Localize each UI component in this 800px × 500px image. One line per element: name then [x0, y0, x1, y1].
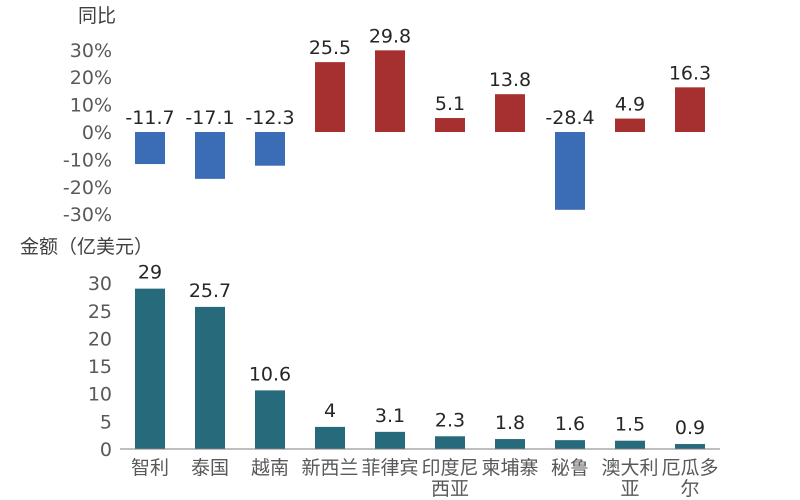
yoy-bar	[435, 118, 465, 132]
yoy-bar	[255, 132, 285, 166]
category-label-line: 新西兰	[301, 457, 358, 479]
amount-y-tick-label: 5	[100, 411, 112, 433]
yoy-data-label: 25.5	[309, 37, 351, 59]
amount-data-label: 1.5	[615, 414, 645, 436]
amount-y-tick-label: 10	[88, 384, 112, 406]
amount-bar	[675, 444, 705, 449]
yoy-bar	[495, 94, 525, 132]
amount-data-labels: 29 25.7 10.6 4 3.1 2.3 1.8 1.6 1.5 0.9	[138, 262, 705, 439]
category-label-line: 智利	[131, 457, 169, 479]
amount-category-label: 泰国	[191, 457, 229, 479]
yoy-data-label: -12.3	[245, 107, 294, 129]
category-label-line: 厄瓜多	[661, 457, 718, 479]
yoy-data-label: -11.7	[125, 107, 174, 129]
yoy-bar	[555, 132, 585, 210]
yoy-bar	[315, 62, 345, 132]
amount-data-label: 25.7	[189, 280, 231, 302]
amount-category-label: 菲律宾	[361, 457, 418, 479]
yoy-y-tick-label: -20%	[63, 177, 112, 199]
amount-data-label: 3.1	[375, 405, 405, 427]
amount-y-tick-label: 0	[100, 439, 112, 461]
yoy-data-label: -28.4	[545, 107, 594, 129]
amount-category-label: 秘鲁	[551, 457, 589, 479]
amount-category-label: 越南	[251, 457, 289, 479]
category-label-line: 菲律宾	[361, 457, 418, 479]
amount-y-tick-label: 20	[88, 328, 112, 350]
amount-bar	[435, 436, 465, 449]
yoy-data-label: 29.8	[369, 25, 411, 47]
amount-data-label: 2.3	[435, 409, 465, 431]
category-label-line: 秘鲁	[551, 457, 589, 479]
amount-y-tick-label: 25	[88, 301, 112, 323]
yoy-y-tick-label: 10%	[70, 95, 112, 117]
amount-bar	[195, 306, 225, 449]
amount-bar	[315, 426, 345, 449]
category-label-line: 泰国	[191, 457, 229, 479]
category-label-line: 印度尼	[421, 457, 478, 479]
yoy-bars	[135, 50, 705, 210]
amount-y-tick-label: 15	[88, 356, 112, 378]
yoy-y-tick-label: -10%	[63, 149, 112, 171]
yoy-bar	[675, 87, 705, 132]
amount-data-label: 0.9	[675, 417, 705, 439]
amount-data-label: 4	[324, 400, 336, 422]
amount-y-ticks: 0 5 10 15 20 25 30	[88, 273, 112, 461]
yoy-bar	[195, 132, 225, 179]
amount-category-label: 澳大利亚	[601, 457, 658, 500]
amount-bars	[135, 288, 705, 449]
yoy-axis-title: 同比	[78, 5, 116, 27]
amount-bar	[255, 390, 285, 449]
amount-category-label: 厄瓜多尔	[661, 457, 718, 500]
amount-bar	[135, 288, 165, 449]
amount-bar	[495, 439, 525, 449]
yoy-bar	[615, 118, 645, 132]
yoy-bar	[135, 132, 165, 165]
amount-category-label: 新西兰	[301, 457, 358, 479]
category-label-line: 尔	[680, 478, 699, 500]
yoy-y-tick-label: -30%	[63, 204, 112, 226]
yoy-y-ticks: -30% -20% -10% 0% 10% 20% 30%	[63, 40, 112, 226]
amount-bar	[615, 440, 645, 449]
yoy-y-tick-label: 20%	[70, 67, 112, 89]
yoy-data-label: 16.3	[669, 62, 711, 84]
category-label-line: 越南	[251, 457, 289, 479]
yoy-bar	[375, 50, 405, 132]
amount-data-label: 1.8	[495, 412, 525, 434]
yoy-data-label: -17.1	[185, 107, 234, 129]
yoy-data-label: 13.8	[489, 69, 531, 91]
yoy-y-tick-label: 0%	[82, 122, 112, 144]
yoy-y-tick-label: 30%	[70, 40, 112, 62]
amount-data-label: 1.6	[555, 413, 585, 435]
category-label-line: 亚	[620, 478, 639, 500]
category-label-line: 澳大利	[601, 457, 658, 479]
category-label-line: 柬埔寨	[481, 457, 538, 479]
amount-data-label: 29	[138, 262, 162, 284]
amount-category-label: 印度尼西亚	[421, 457, 478, 500]
yoy-data-label: 5.1	[435, 93, 465, 115]
amount-axis-title: 金额（亿美元）	[20, 236, 153, 258]
amount-data-label: 10.6	[249, 363, 291, 385]
category-label-line: 西亚	[431, 478, 469, 500]
yoy-chart: 同比 -30% -20% -10% 0% 10% 20% 30% -11.7 -17.1 -12…	[63, 5, 711, 226]
amount-category-label: 智利	[131, 457, 169, 479]
amount-bar	[555, 440, 585, 449]
amount-category-label: 柬埔寨	[481, 457, 538, 479]
yoy-data-label: 4.9	[615, 94, 645, 116]
amount-bar	[375, 431, 405, 449]
amount-chart: 金额（亿美元） 0 5 10 15 20 25 30 29 25.7 10.6 4 3.1 2.3 1.…	[20, 236, 720, 500]
yoy-data-labels: -11.7 -17.1 -12.3 25.5 29.8 5.1 13.8 -28.4 4.9 16…	[125, 25, 711, 129]
amount-y-tick-label: 30	[88, 273, 112, 295]
